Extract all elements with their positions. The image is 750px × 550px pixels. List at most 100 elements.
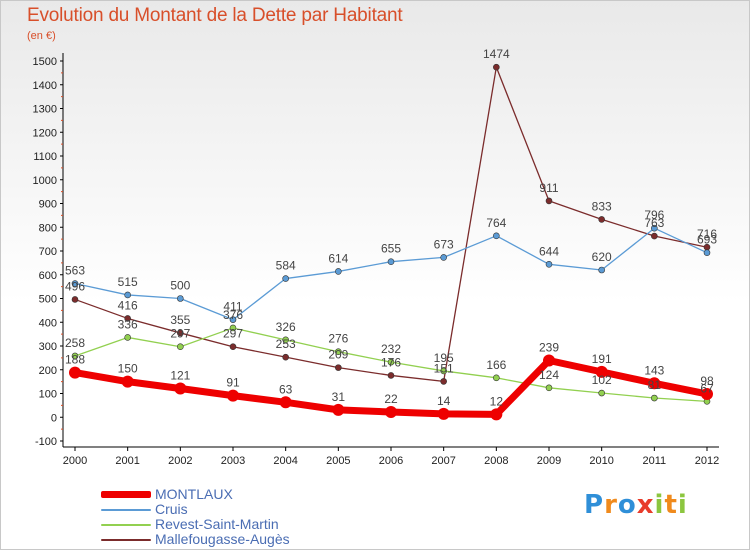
series-1-point — [493, 232, 500, 240]
data-label: 150 — [118, 362, 138, 376]
data-label: 151 — [434, 361, 454, 375]
series-3-point — [387, 372, 395, 379]
data-label: 67 — [700, 381, 714, 395]
series-3-point — [71, 296, 79, 303]
series-1-point — [598, 266, 605, 274]
series-1-point — [124, 291, 131, 299]
series-0-point — [595, 365, 608, 378]
data-label: 91 — [226, 376, 240, 390]
y-tick-label: 100 — [39, 389, 57, 401]
series-2-point — [598, 389, 605, 397]
data-label: 31 — [332, 390, 346, 404]
proxiti-logo: Proxiti — [584, 490, 688, 520]
data-label: 258 — [65, 336, 85, 350]
x-tick-label: 2000 — [63, 455, 87, 467]
series-1-point — [71, 280, 79, 287]
series-0-point — [701, 387, 713, 400]
data-label: 63 — [279, 382, 293, 396]
series-3-point — [440, 378, 447, 385]
series-2-point — [387, 358, 395, 366]
data-label: 496 — [65, 279, 85, 293]
series-3-point — [177, 329, 184, 337]
data-label: 796 — [644, 208, 664, 222]
data-label: 644 — [539, 244, 559, 258]
series-1-point — [651, 224, 658, 232]
data-label: 195 — [434, 351, 454, 365]
x-tick-label: 2011 — [643, 455, 667, 467]
data-label: 121 — [170, 369, 190, 383]
series-1-point — [440, 254, 447, 261]
series-2-point — [177, 343, 184, 351]
data-label: 833 — [592, 199, 612, 213]
series-0-point — [279, 396, 292, 409]
series-3-point — [282, 353, 289, 361]
series-1-point — [545, 260, 553, 268]
series-0-point — [648, 377, 661, 390]
legend-label: Cruis — [155, 501, 188, 517]
x-tick-label: 2009 — [537, 455, 561, 467]
y-tick-label: 1400 — [33, 80, 57, 92]
y-tick-label: 400 — [39, 317, 57, 329]
data-label: 124 — [539, 368, 559, 382]
legend-label: Revest-Saint-Martin — [155, 516, 279, 532]
series-2-point — [493, 374, 500, 382]
data-label: 416 — [118, 298, 138, 312]
y-tick-label: 0 — [51, 412, 57, 424]
data-label: 253 — [276, 337, 296, 351]
data-label: 191 — [592, 352, 612, 366]
series-1-point — [335, 268, 342, 275]
data-label: 232 — [381, 342, 401, 356]
series-0-point — [174, 382, 187, 395]
x-tick-label: 2007 — [431, 455, 455, 467]
data-label: 376 — [223, 308, 243, 322]
chart-title: Evolution du Montant de la Dette par Hab… — [27, 5, 403, 26]
x-tick-label: 2001 — [115, 455, 139, 467]
x-tick-label: 2010 — [589, 455, 613, 467]
data-label: 620 — [592, 250, 612, 264]
x-tick-label: 2003 — [221, 455, 245, 467]
y-tick-label: 800 — [39, 222, 57, 234]
data-label: 614 — [328, 251, 348, 265]
series-3-point — [335, 364, 342, 371]
data-label: 911 — [539, 181, 558, 195]
y-tick-label: 1200 — [33, 127, 57, 139]
series-2-point — [124, 334, 131, 341]
x-tick-label: 2005 — [326, 455, 350, 467]
data-label: 764 — [486, 216, 506, 230]
data-label: 22 — [384, 392, 398, 406]
data-label: 355 — [170, 313, 190, 327]
data-label: 102 — [592, 373, 612, 387]
series-0-point — [121, 375, 134, 388]
data-label: 655 — [381, 242, 401, 256]
data-label: 166 — [486, 358, 506, 372]
series-2-point — [335, 348, 342, 356]
series-3-point — [545, 197, 553, 205]
series-0-point — [69, 366, 81, 379]
series-1-point — [703, 249, 711, 256]
y-tick-label: 900 — [39, 199, 57, 211]
series-3-point — [493, 63, 500, 71]
series-2-point — [440, 367, 447, 375]
series-0-point — [332, 403, 345, 416]
series-1-point — [282, 275, 289, 282]
y-tick-label: 200 — [39, 365, 57, 377]
chart-subtitle: (en €) — [27, 30, 56, 42]
x-tick-label: 2004 — [273, 455, 297, 467]
data-label: 411 — [223, 300, 242, 314]
data-label: 143 — [644, 363, 664, 377]
legend-swatch — [101, 539, 151, 541]
y-tick-label: 1300 — [33, 104, 57, 116]
legend-label: MONTLAUX — [155, 486, 233, 502]
y-tick-label: 1500 — [33, 56, 57, 68]
data-label: 326 — [276, 320, 296, 334]
x-tick-label: 2008 — [484, 455, 508, 467]
data-label: 276 — [328, 332, 348, 346]
series-0-point — [437, 407, 450, 420]
series-1-point — [229, 316, 237, 323]
series-2-point — [545, 384, 553, 392]
data-label: 673 — [434, 237, 454, 251]
series-2-point — [282, 336, 289, 344]
data-label: 297 — [170, 327, 190, 341]
x-tick-label: 2002 — [168, 455, 192, 467]
